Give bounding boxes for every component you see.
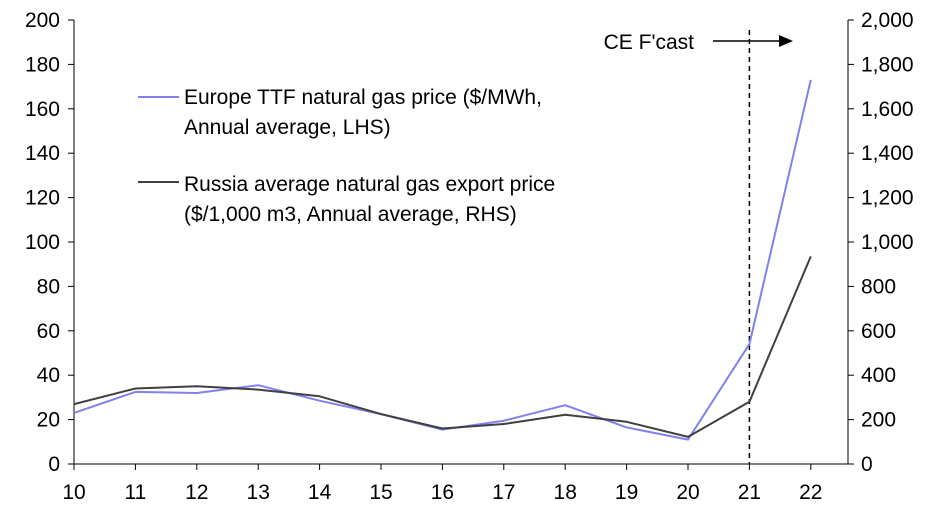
left-tick-label: 100 — [25, 231, 60, 254]
right-tick-label: 800 — [861, 275, 896, 298]
x-tick-label: 13 — [247, 481, 270, 504]
forecast-marker: CE F'cast — [604, 30, 793, 464]
x-tick-label: 11 — [124, 481, 146, 504]
x-tick-label: 12 — [185, 481, 208, 504]
x-tick-label: 19 — [615, 481, 638, 504]
x-tick-label: 20 — [676, 481, 699, 504]
left-tick-label: 40 — [37, 364, 60, 387]
series-line-europe-ttf-price — [73, 79, 812, 441]
x-tick-label: 18 — [554, 481, 577, 504]
x-tick-label: 14 — [308, 481, 332, 504]
series-line-russia-export-price — [73, 256, 812, 438]
left-axis-ticks: 0 20 40 60 80 100 120 140 160 180 200 — [25, 9, 74, 476]
x-tick-label: 17 — [492, 481, 515, 504]
right-tick-label: 200 — [861, 409, 896, 432]
right-tick-label: 1,800 — [861, 53, 914, 76]
right-tick-label: 0 — [861, 453, 873, 476]
x-tick-label: 16 — [431, 481, 454, 504]
x-tick-label: 10 — [62, 481, 85, 504]
legend-label: ($/1,000 m3, Annual average, RHS) — [184, 203, 517, 226]
legend: Europe TTF natural gas price ($/MWh, Annu… — [138, 86, 555, 226]
left-tick-label: 20 — [37, 409, 60, 432]
x-tick-label: 22 — [799, 481, 822, 504]
right-tick-label: 400 — [861, 364, 896, 387]
legend-label: Russia average natural gas export price — [184, 173, 555, 196]
left-tick-label: 200 — [25, 9, 60, 32]
right-tick-label: 1,400 — [861, 142, 914, 165]
left-tick-label: 160 — [25, 98, 60, 121]
x-tick-label: 15 — [369, 481, 392, 504]
right-axis-ticks: 0 200 400 600 800 1,000 1,200 1,400 1,600 1,800 2,… — [848, 9, 914, 476]
right-tick-label: 1,200 — [861, 187, 914, 210]
forecast-arrow-head — [779, 35, 793, 47]
legend-label: Europe TTF natural gas price ($/MWh, — [184, 86, 542, 109]
left-tick-label: 60 — [37, 320, 60, 343]
forecast-label: CE F'cast — [604, 31, 695, 54]
left-tick-label: 140 — [25, 142, 60, 165]
left-tick-label: 120 — [25, 187, 60, 210]
left-tick-label: 0 — [48, 453, 60, 476]
left-tick-label: 80 — [37, 275, 60, 298]
right-tick-label: 2,000 — [861, 9, 914, 32]
legend-label: Annual average, LHS) — [184, 116, 391, 139]
right-tick-label: 1,600 — [861, 98, 914, 121]
right-tick-label: 1,000 — [861, 231, 914, 254]
right-tick-label: 600 — [861, 320, 896, 343]
left-tick-label: 180 — [25, 53, 60, 76]
x-tick-label: 21 — [738, 481, 761, 504]
series-lines — [73, 79, 812, 441]
x-axis-ticks: 10 11 12 13 14 15 16 17 18 19 20 21 22 — [62, 464, 822, 504]
